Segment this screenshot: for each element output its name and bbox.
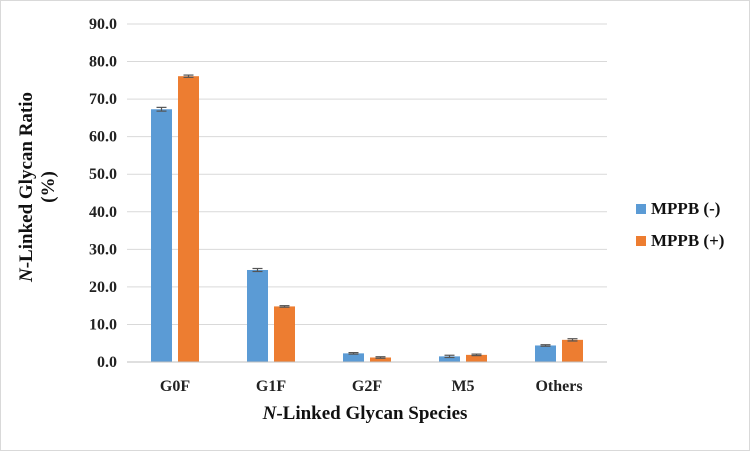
bars — [127, 74, 607, 363]
x-tick-label: G2F — [352, 378, 382, 395]
x-tick-label: G0F — [160, 378, 190, 395]
y-tick-label: 20.0 — [89, 279, 117, 296]
y-tick-labels: 0.0 10.0 20.0 30.0 40.0 50.0 60.0 70.0 80.0 90.0 — [89, 16, 117, 371]
y-tick-label: 30.0 — [89, 241, 117, 258]
legend-swatch — [636, 204, 646, 214]
bar — [178, 76, 199, 363]
bar — [247, 269, 268, 362]
x-tick-labels: G0F G1F G2F M5 Others — [160, 378, 583, 395]
bar — [274, 306, 295, 362]
bar — [370, 357, 391, 362]
bar — [439, 356, 460, 362]
legend: MPPB (-) MPPB (+) — [636, 199, 724, 250]
x-tick-label: Others — [535, 378, 582, 395]
bar — [466, 354, 487, 362]
y-axis-title: N-Linked Glycan Ratio — [16, 92, 37, 283]
y-tick-label: 90.0 — [89, 16, 117, 33]
bar — [151, 109, 172, 362]
y-tick-label: 40.0 — [89, 204, 117, 221]
bar — [343, 353, 364, 362]
y-tick-label: 80.0 — [89, 54, 117, 71]
x-axis-title: N-Linked Glycan Species — [262, 403, 468, 424]
y-axis-title-unit: (%) — [38, 171, 59, 203]
legend-label: MPPB (+) — [651, 231, 724, 250]
y-tick-label: 0.0 — [97, 354, 117, 371]
bar — [535, 345, 556, 362]
legend-swatch — [636, 236, 646, 246]
legend-label: MPPB (-) — [651, 199, 720, 218]
x-tick-label: G1F — [256, 378, 286, 395]
y-tick-label: 60.0 — [89, 129, 117, 146]
bar — [562, 339, 583, 362]
y-tick-label: 50.0 — [89, 166, 117, 183]
y-tick-label: 70.0 — [89, 91, 117, 108]
y-tick-label: 10.0 — [89, 316, 117, 333]
x-tick-label: M5 — [451, 378, 474, 395]
